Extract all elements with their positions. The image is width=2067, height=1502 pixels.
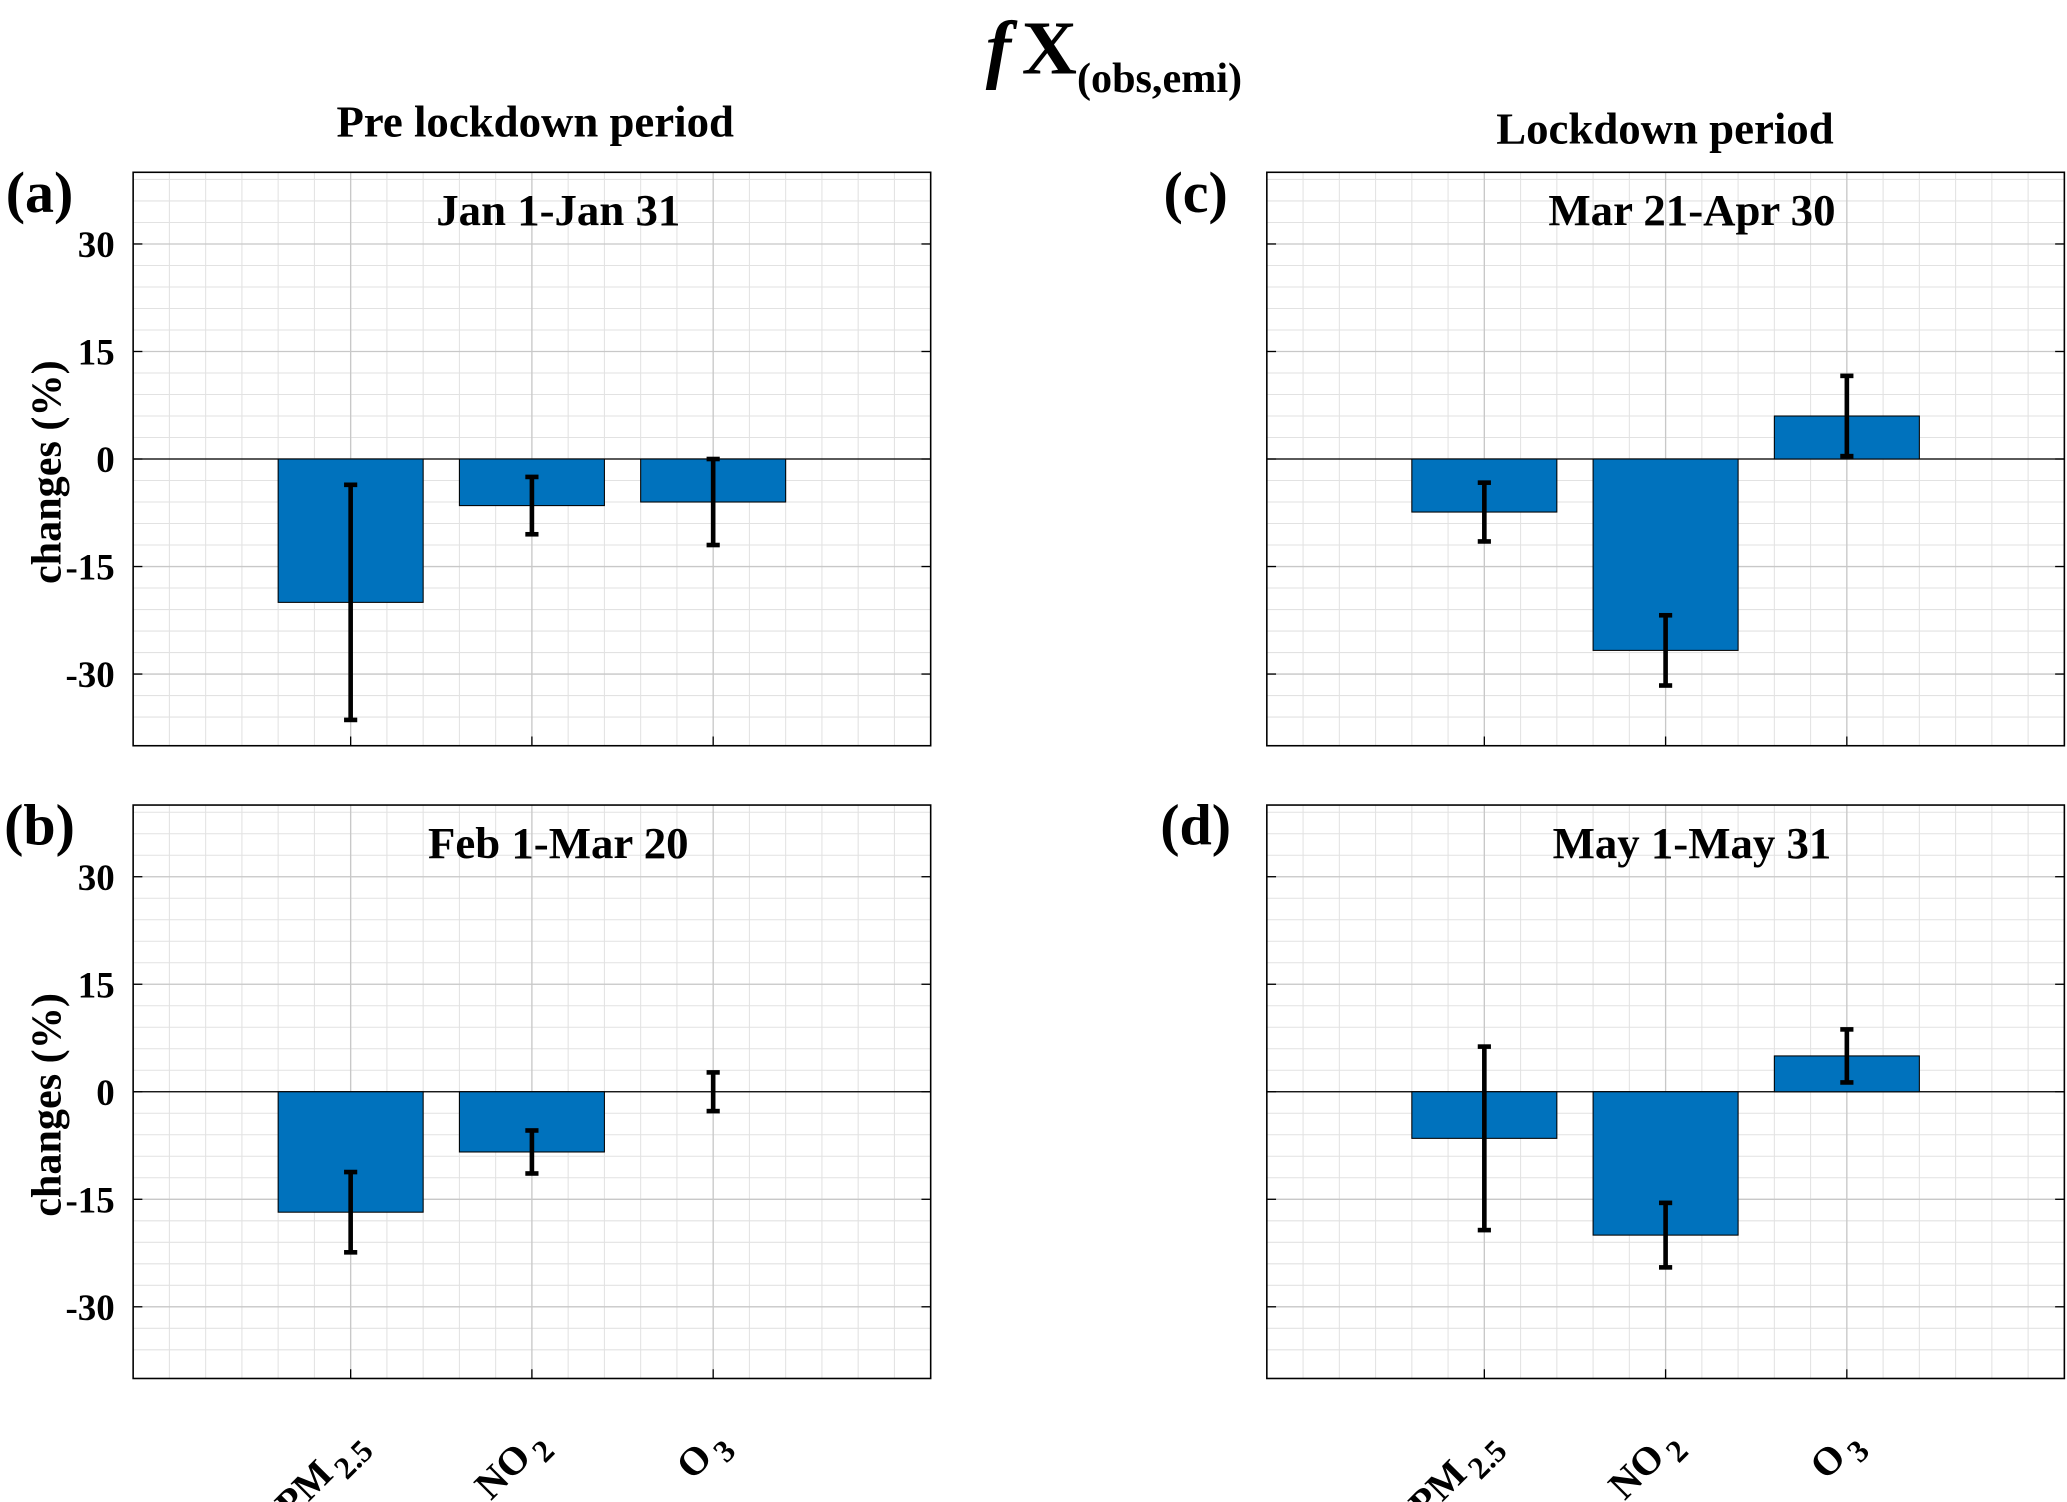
error-bar [1659,612,1673,688]
axes-box [132,171,932,747]
error-bar [1840,373,1854,459]
axes-box [1266,171,2066,747]
y-tick-label: -15 [65,1179,114,1220]
error-bar [1477,480,1491,544]
error-bar [1659,1200,1673,1270]
y-tick-label: -15 [65,547,114,588]
panel-title: Mar 21-Apr 30 [1548,185,1835,235]
column-title: Lockdown period [1496,103,1833,153]
y-tick-label: -30 [65,654,114,695]
x-tick-label: PM2.5 [1400,1420,1513,1502]
y-tick-label: 15 [78,964,115,1005]
x-tick-label: O3 [668,1420,743,1495]
y-tick-label: 30 [78,224,115,265]
y-axis-label: changes (%) [24,993,71,1217]
error-bar [706,1070,720,1114]
error-bar [706,456,720,548]
figure-title: f X(obs,emi) [986,5,1242,101]
x-tick-label: PM2.5 [267,1420,380,1502]
panel-label: (a) [6,160,74,225]
error-bar [1477,1044,1491,1233]
y-axis-label: changes (%) [24,360,71,584]
y-tick-label: 30 [78,857,115,898]
x-tick-label: NO2 [466,1420,561,1502]
panel-title: Jan 1-Jan 31 [436,185,680,235]
panel-title: Feb 1-Mar 20 [428,818,689,868]
error-bar [525,1128,539,1176]
error-bar [1840,1027,1854,1085]
panel-title: May 1-May 31 [1553,818,1832,868]
panel-label: (d) [1160,793,1231,858]
axes-box [132,804,932,1380]
y-tick-label: 0 [96,1072,114,1113]
panel-label: (b) [4,793,75,858]
x-tick-label: NO2 [1600,1420,1695,1502]
error-bar [344,1169,358,1255]
error-bar [344,482,358,723]
error-bar [525,474,539,537]
column-title: Pre lockdown period [336,97,734,147]
y-tick-label: -30 [65,1287,114,1328]
x-tick-label: O3 [1801,1420,1876,1495]
axes-box [1266,804,2066,1380]
y-tick-label: 0 [96,439,114,480]
panel-label: (c) [1163,160,1227,225]
y-tick-label: 15 [78,332,115,373]
